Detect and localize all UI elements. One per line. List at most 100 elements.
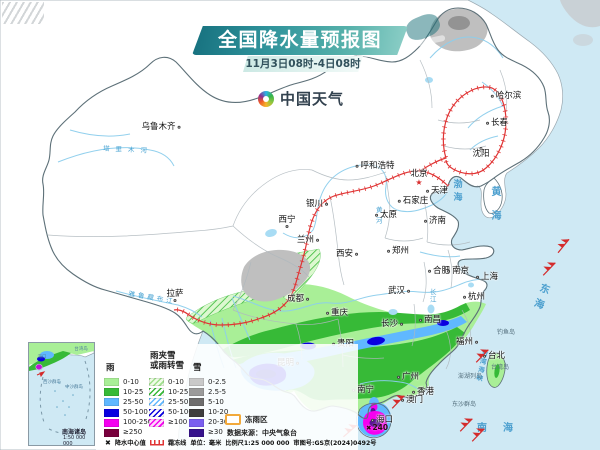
inset-island-label: 中沙群岛 bbox=[65, 385, 83, 390]
legend-swatch bbox=[104, 398, 119, 407]
legend-range-label: 100-250 bbox=[123, 418, 153, 427]
title-banner: 全国降水量预报图 bbox=[192, 26, 408, 55]
south-china-sea-inset: 台湾岛海口西沙群岛 中沙群岛 南海诸岛 1:50 000 000 bbox=[28, 342, 95, 447]
freezing-rain-legend: 冻雨区 bbox=[225, 414, 268, 425]
legend-row: ≥250 bbox=[104, 428, 152, 437]
legend-row: 0-10 bbox=[104, 378, 152, 386]
freezing-rain-label: 冻雨区 bbox=[245, 415, 268, 424]
freezing-rain-swatch bbox=[225, 414, 241, 425]
legend-range-label: 50-100 bbox=[168, 408, 193, 417]
legend-rain-title: 雨 bbox=[106, 363, 115, 373]
legend-snow-rows: 0-2.5 2.5-5 5-10 10-20 20-30 ≥30 bbox=[189, 378, 228, 437]
legend-row: 5-10 bbox=[189, 397, 228, 407]
province-borders bbox=[47, 59, 508, 370]
rain-50-100-guizhou-e bbox=[367, 336, 385, 346]
frost-line bbox=[173, 84, 509, 328]
legend-snow-title: 雪 bbox=[193, 363, 202, 373]
inset-scale: 1:50 000 000 bbox=[63, 435, 86, 447]
legend-range-label: 10-25 bbox=[123, 387, 144, 396]
legend-rain-rows: 0-10 10-25 25-50 50-100 100-250 ≥250 bbox=[104, 378, 152, 437]
legend-range-label: 20-30 bbox=[208, 418, 229, 427]
legend-swatch bbox=[189, 418, 204, 427]
rivers bbox=[57, 36, 504, 392]
forecast-period: 11月3日08时-4日08时 bbox=[245, 58, 361, 70]
precipitation-center-value: ✖ 240 bbox=[366, 423, 388, 432]
legend-range-label: ≥100 bbox=[168, 418, 188, 427]
legend-swatch bbox=[149, 388, 164, 397]
inset-island-label: 西沙群岛 bbox=[43, 380, 61, 385]
island-patch bbox=[573, 34, 593, 46]
legend-row: 25-50 bbox=[104, 398, 152, 407]
legend-swatch bbox=[104, 378, 119, 386]
legend-notes: ✖ 降水中心值 霜冻线 单位：毫米 比例尺1:25 000 000 审图号:GS… bbox=[105, 438, 377, 448]
legend-range-label: 10-25 bbox=[168, 387, 189, 396]
legend-swatch bbox=[189, 398, 204, 407]
subtitle-banner: 11月3日08时-4日08时 bbox=[243, 56, 363, 72]
taiwan-outline bbox=[486, 352, 506, 388]
note-frost: 霜冻线 bbox=[167, 440, 187, 447]
inset-title: 南海诸岛 bbox=[62, 429, 87, 436]
legend-row: 0-10 bbox=[149, 378, 193, 386]
korea-border bbox=[483, 177, 503, 214]
frost-line-icon bbox=[149, 439, 164, 446]
legend-range-label: 50-100 bbox=[123, 408, 148, 417]
legend-swatch bbox=[104, 408, 119, 417]
legend-swatch bbox=[149, 418, 164, 427]
legend-row: 10-20 bbox=[189, 408, 229, 417]
legend-range-label: 25-50 bbox=[168, 397, 189, 406]
legend-row: 100-250 bbox=[104, 418, 153, 427]
legend-row: 25-50 bbox=[149, 397, 193, 407]
legend-swatch bbox=[149, 408, 164, 417]
legend-row: 50-100 bbox=[149, 408, 193, 417]
legend-swatch bbox=[104, 428, 119, 437]
legend-range-label: ≥30 bbox=[208, 428, 223, 437]
sakhalin-land bbox=[560, 0, 600, 28]
brand-name: 中国天气 bbox=[280, 90, 345, 108]
legend-row: ≥30 bbox=[189, 428, 228, 437]
rain-10-25-taiwan bbox=[494, 364, 500, 378]
legend-range-label: 0-10 bbox=[123, 377, 139, 386]
rain-10-25-band-north bbox=[222, 303, 470, 358]
inset-map bbox=[28, 342, 95, 445]
corner-decoration bbox=[2, 2, 44, 24]
inset-labels: 台湾岛海口西沙群岛 中沙群岛 bbox=[29, 343, 94, 445]
legend-swatch bbox=[149, 378, 164, 386]
brand: 中国天气 bbox=[258, 88, 344, 109]
note-center: 降水中心值 bbox=[114, 440, 146, 447]
center-value-mark-icon: ✖ bbox=[105, 438, 111, 447]
note-approval: 审图号:GS京(2024)0492号 bbox=[293, 440, 377, 447]
china-weather-logo-icon bbox=[258, 90, 274, 107]
legend-swatch bbox=[189, 378, 204, 386]
legend-range-label: 5-10 bbox=[208, 397, 224, 406]
inset-island-label: 台湾岛 bbox=[74, 347, 88, 352]
data-source: 数据来源：中央气象台 bbox=[227, 429, 297, 437]
legend-row: 0-2.5 bbox=[189, 378, 228, 386]
center-value-mark-icon: ✖ bbox=[366, 423, 372, 432]
rain-50-100-jiangxi bbox=[437, 320, 449, 326]
legend-swatch bbox=[104, 418, 119, 427]
legend-row: 20-30 bbox=[189, 418, 229, 427]
legend-swatch bbox=[104, 388, 119, 397]
legend-row: 10-25 bbox=[104, 387, 152, 397]
legend-sleet-title2: 或雨转雪 bbox=[150, 361, 185, 371]
legend-row: 2.5-5 bbox=[189, 387, 228, 397]
center-value-text: 240 bbox=[372, 423, 389, 432]
legend-range-label: 0-2.5 bbox=[208, 377, 227, 386]
legend-range-label: ≥250 bbox=[123, 428, 143, 437]
legend-swatch bbox=[149, 398, 164, 407]
legend-row: 50-100 bbox=[104, 408, 152, 417]
snow-area-qinghai bbox=[241, 249, 311, 302]
snow-core-northeast bbox=[448, 16, 470, 30]
legend-sleet-rows: 0-10 10-25 25-50 50-100 ≥100 bbox=[149, 378, 193, 427]
page-title: 全国降水量预报图 bbox=[217, 29, 382, 51]
hainan-outline bbox=[356, 402, 392, 439]
legend-swatch bbox=[189, 408, 204, 417]
legend-range-label: 2.5-5 bbox=[208, 387, 227, 396]
legend-panel: 雨 雨夹雪 或雨转雪 雪 0-10 10-25 25-50 50-100 100-250… bbox=[96, 344, 376, 450]
note-unit: 单位：毫米 bbox=[190, 440, 222, 447]
legend-range-label: 10-20 bbox=[208, 408, 229, 417]
legend-swatch bbox=[189, 388, 204, 397]
inset-island-label: 海口 bbox=[37, 355, 47, 360]
